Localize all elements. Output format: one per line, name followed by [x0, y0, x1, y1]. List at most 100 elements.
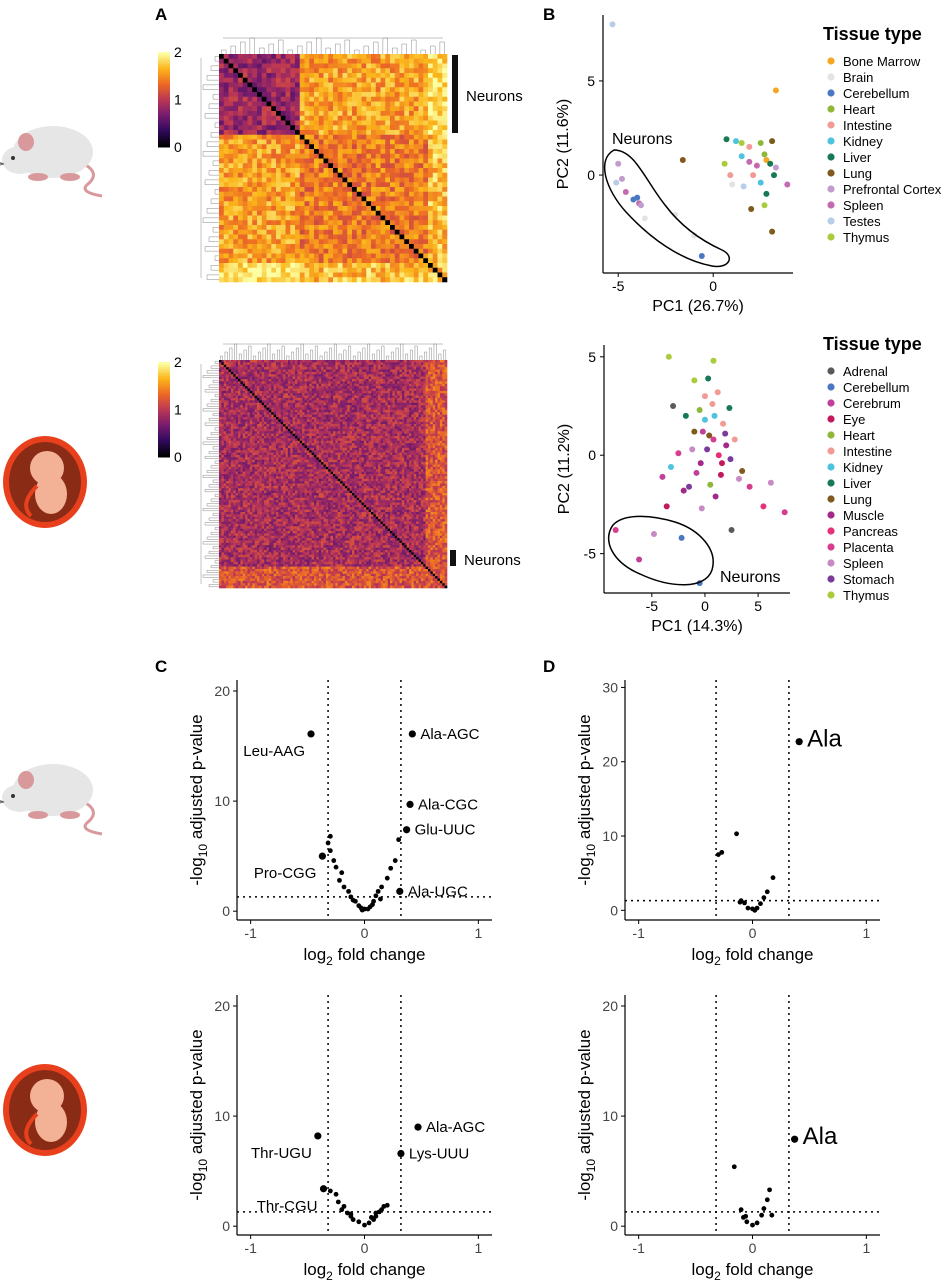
heatmap-cell: [439, 383, 443, 387]
heatmap-cell: [368, 379, 372, 382]
heatmap-cell: [242, 417, 246, 420]
heatmap-cell: [399, 402, 403, 406]
heatmap-cell: [257, 82, 263, 88]
heatmap-cell: [311, 360, 315, 363]
heatmap-cell: [318, 168, 324, 174]
heatmap-cell: [283, 398, 286, 401]
heatmap-cell: [242, 253, 248, 259]
heatmap-cell: [223, 272, 229, 278]
heatmap-cell: [418, 172, 424, 178]
heatmap-cell: [299, 96, 305, 102]
heatmap-cell: [318, 96, 324, 102]
heatmap-cell: [295, 383, 298, 387]
heatmap-cell: [252, 82, 258, 88]
neurons-bar: [452, 55, 458, 133]
heatmap-cell: [257, 206, 263, 212]
heatmap-cell: [371, 371, 374, 375]
heatmap-cell: [437, 263, 443, 269]
heatmap-cell: [271, 68, 277, 74]
heatmap-cell: [371, 383, 374, 387]
heatmap-cell: [228, 182, 234, 188]
umbilical-cord: [24, 1112, 39, 1146]
heatmap-cell: [247, 210, 253, 216]
dendrogram-branch: [306, 41, 312, 54]
heatmap-cell: [240, 362, 244, 366]
heatmap-cell: [409, 120, 415, 126]
heatmap-cell: [221, 414, 225, 418]
heatmap-cell: [309, 379, 312, 382]
heatmap-cell: [314, 120, 320, 126]
heatmap-cell: [314, 68, 320, 74]
heatmap-cell: [266, 96, 272, 102]
heatmap-cell: [254, 398, 258, 401]
heatmap-cell: [375, 374, 379, 377]
heatmap-cell: [444, 381, 448, 385]
heatmap-cell: [321, 407, 324, 411]
heatmap-cell: [404, 68, 410, 74]
heatmap-cell: [278, 419, 282, 423]
heatmap-cell: [337, 417, 341, 420]
heatmap-cell: [285, 272, 291, 278]
heatmap-cell: [314, 58, 320, 64]
heatmap-cell: [321, 390, 324, 394]
heatmap-cell: [299, 182, 305, 188]
heatmap-cell: [242, 106, 248, 112]
heatmap-cell: [366, 87, 372, 93]
heatmap-cell: [382, 407, 386, 411]
heatmap-cell: [420, 388, 424, 392]
heatmap-cell: [314, 92, 320, 98]
heatmap-cell: [297, 371, 301, 375]
heatmap-cell: [292, 390, 296, 394]
heatmap-cell: [399, 386, 403, 389]
dendrogram-branch: [411, 39, 417, 54]
heatmap-cell: [423, 398, 426, 401]
heatmap-cell: [257, 412, 260, 415]
heatmap-cell: [342, 405, 346, 408]
heatmap-cell: [297, 419, 301, 423]
heatmap-cell: [352, 106, 358, 112]
heatmap-cell: [304, 115, 310, 121]
heatmap-cell: [373, 412, 377, 415]
heatmap-cell: [416, 369, 419, 373]
heatmap-cell: [340, 390, 343, 394]
heatmap-cell: [321, 383, 324, 387]
heatmap-cell: [385, 398, 388, 401]
heatmap-cell: [344, 419, 348, 423]
heatmap-cell: [285, 106, 291, 112]
heatmap-cell: [314, 210, 320, 216]
heatmap-cell: [416, 371, 419, 375]
heatmap-cell: [290, 96, 296, 102]
heatmap-cell: [223, 371, 227, 375]
heatmap-cell: [240, 379, 244, 382]
heatmap-cell: [416, 390, 419, 394]
heatmap-cell: [337, 369, 341, 373]
heatmap-cell: [416, 388, 419, 392]
heatmap-cell: [223, 201, 229, 207]
heatmap-cell: [328, 263, 334, 269]
heatmap-cell: [366, 412, 369, 415]
heatmap-cell: [378, 369, 381, 373]
heatmap-cell: [373, 393, 377, 396]
heatmap-cell: [356, 277, 362, 283]
heatmap-cell: [418, 153, 424, 159]
heatmap-cell: [330, 395, 334, 399]
heatmap-cell: [366, 239, 372, 245]
heatmap-cell: [375, 101, 381, 107]
heatmap-cell: [299, 206, 305, 212]
heatmap-cell: [371, 379, 374, 382]
heatmap-cell: [254, 409, 258, 413]
heatmap-cell: [257, 120, 263, 126]
heatmap-cell: [413, 182, 419, 188]
heatmap-cell: [330, 383, 334, 387]
heatmap-cell: [295, 263, 301, 269]
heatmap-cell: [233, 381, 236, 385]
heatmap-cell: [401, 381, 405, 385]
heatmap-cell: [342, 153, 348, 159]
heatmap-cell: [228, 419, 232, 423]
heatmap-cell: [347, 267, 353, 273]
heatmap-cell: [378, 409, 381, 413]
heatmap-cell: [375, 73, 381, 79]
heatmap-cell: [238, 115, 244, 121]
heatmap-cell: [347, 369, 350, 373]
heatmap-cell: [385, 239, 391, 245]
